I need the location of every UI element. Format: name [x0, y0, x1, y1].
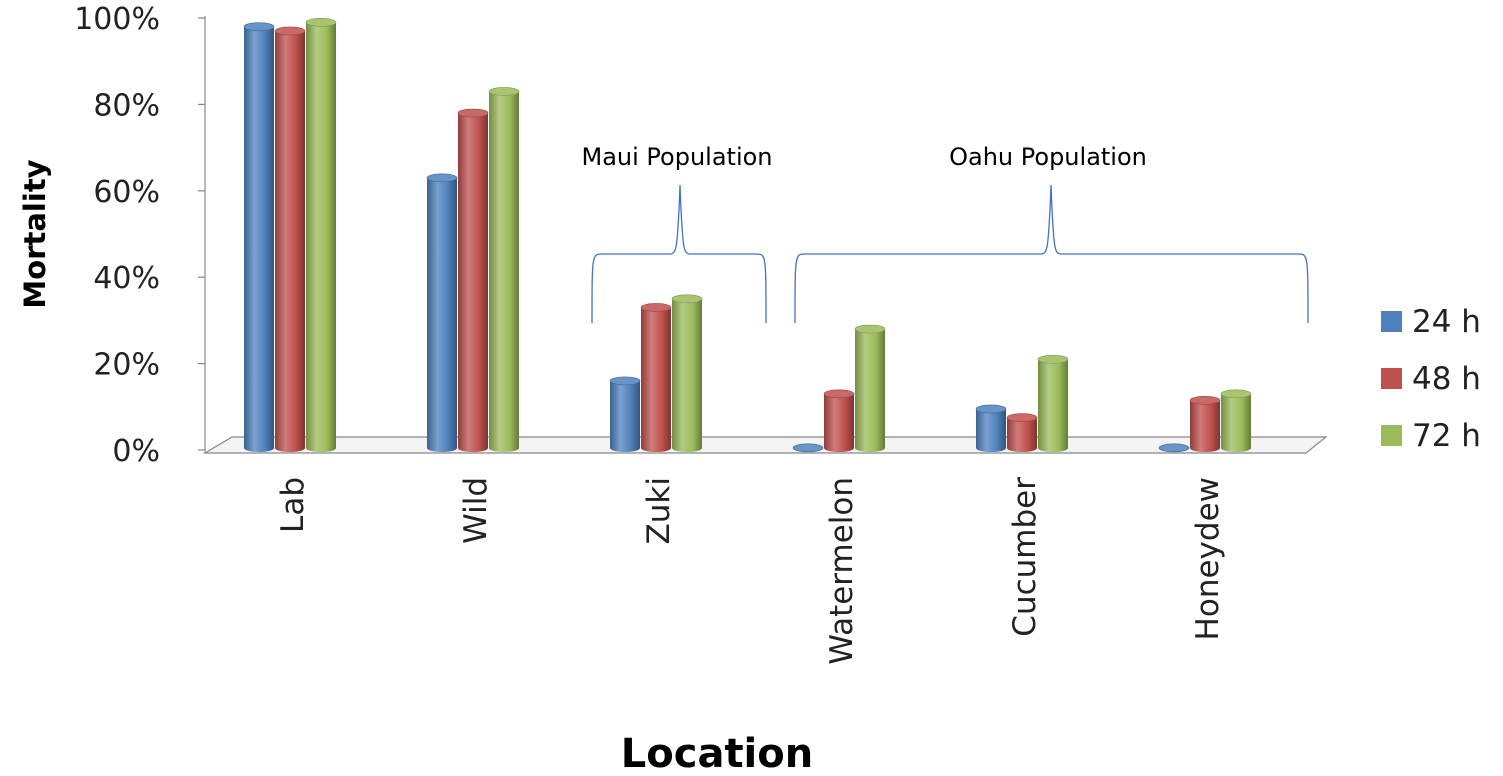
bar-body: [275, 30, 305, 453]
legend-item-48h: 48 h: [1381, 361, 1481, 397]
y-tick-label: 100%: [74, 2, 160, 37]
bar-cap: [823, 389, 855, 399]
legend-item-72h: 72 h: [1381, 418, 1481, 454]
annotation-0: Maui Population: [581, 143, 773, 324]
y-tick-label: 0%: [112, 434, 160, 469]
bar-cucumber-72h: [1037, 354, 1069, 452]
x-axis-label: Location: [621, 731, 813, 772]
bar-body: [458, 113, 488, 452]
bar-wild-48h: [457, 108, 489, 452]
x-tick-label: Wild: [458, 477, 494, 544]
bar-body: [489, 91, 519, 452]
bar-watermelon-72h: [854, 324, 886, 452]
bar-wild-24h: [426, 173, 458, 452]
legend: 24 h 48 h 72 h: [1381, 304, 1481, 454]
bar-lab-72h: [305, 18, 337, 452]
bar-cap: [975, 404, 1007, 414]
y-tick-label: 80%: [93, 88, 160, 123]
floor-plane: [202, 436, 1328, 454]
bar-body: [427, 177, 457, 452]
bars-group: [243, 18, 1252, 453]
y-axis: 0% 20% 40% 60% 80% 100%: [74, 2, 206, 469]
bar-watermelon-24h: [792, 443, 824, 453]
x-axis: Lab Wild Zuki Watermelon Cucumber Honeydew: [275, 477, 1226, 665]
annotation-label: Oahu Population: [949, 143, 1147, 171]
y-tick-label: 20%: [93, 348, 160, 383]
x-tick-label: Cucumber: [1007, 477, 1043, 637]
bar-cap: [426, 173, 458, 183]
bracket-line: [794, 184, 1309, 324]
bar-body: [610, 380, 640, 452]
bar-cap: [1189, 396, 1221, 405]
bar-body: [855, 329, 885, 452]
bar-cap: [1037, 354, 1069, 364]
bar-lab-48h: [274, 26, 306, 453]
bar-cap: [640, 303, 672, 312]
bar-honeydew-72h: [1220, 389, 1252, 452]
bar-cap: [671, 294, 703, 304]
bar-cap: [854, 324, 886, 334]
legend-label: 24 h: [1412, 304, 1481, 340]
x-tick-label: Honeydew: [1190, 477, 1226, 640]
x-tick-label: Zuki: [641, 477, 677, 544]
y-tick-label: 40%: [93, 261, 160, 296]
y-tick-label: 60%: [93, 175, 160, 210]
bar-body: [244, 26, 274, 452]
bar-body: [306, 22, 336, 452]
x-tick-label: Lab: [275, 477, 311, 533]
legend-swatch: [1381, 311, 1402, 332]
bar-body: [641, 307, 671, 452]
legend-swatch: [1381, 425, 1402, 446]
bar-cap: [609, 376, 641, 386]
bar-honeydew-24h: [1158, 443, 1190, 453]
annotation-1: Oahu Population: [794, 143, 1309, 324]
bar-zuki-48h: [640, 303, 672, 452]
bar-cap: [305, 18, 337, 27]
bar-cap: [1220, 389, 1252, 399]
annotation-label: Maui Population: [581, 143, 772, 171]
legend-label: 48 h: [1412, 361, 1481, 397]
bar-body: [672, 298, 702, 452]
bar-cucumber-48h: [1006, 413, 1038, 452]
y-axis-label: Mortality: [18, 159, 52, 308]
bar-cap: [1006, 413, 1038, 422]
bar-cap: [488, 87, 520, 96]
bar-body: [1190, 400, 1220, 452]
bar-cucumber-24h: [975, 404, 1007, 452]
bar-cap: [1158, 443, 1190, 453]
legend-label: 72 h: [1412, 418, 1481, 454]
bar-wild-72h: [488, 87, 520, 452]
bar-body: [824, 393, 854, 452]
annotations: Maui Population Oahu Population: [581, 143, 1309, 324]
bar-cap: [792, 443, 824, 453]
chart-floor: [202, 436, 1328, 454]
bar-lab-24h: [243, 22, 275, 452]
bar-zuki-72h: [671, 294, 703, 452]
bar-body: [1038, 359, 1068, 452]
bracket-line: [591, 184, 767, 324]
bar-honeydew-48h: [1189, 396, 1221, 452]
bar-zuki-24h: [609, 376, 641, 452]
x-tick-label: Watermelon: [824, 477, 860, 665]
bar-body: [976, 408, 1006, 452]
legend-swatch: [1381, 368, 1402, 389]
bar-body: [1007, 417, 1037, 452]
bar-cap: [274, 26, 306, 36]
legend-item-24h: 24 h: [1381, 304, 1481, 340]
bar-cap: [457, 108, 489, 118]
bar-watermelon-48h: [823, 389, 855, 452]
bar-body: [1221, 393, 1251, 452]
bar-cap: [243, 22, 275, 31]
